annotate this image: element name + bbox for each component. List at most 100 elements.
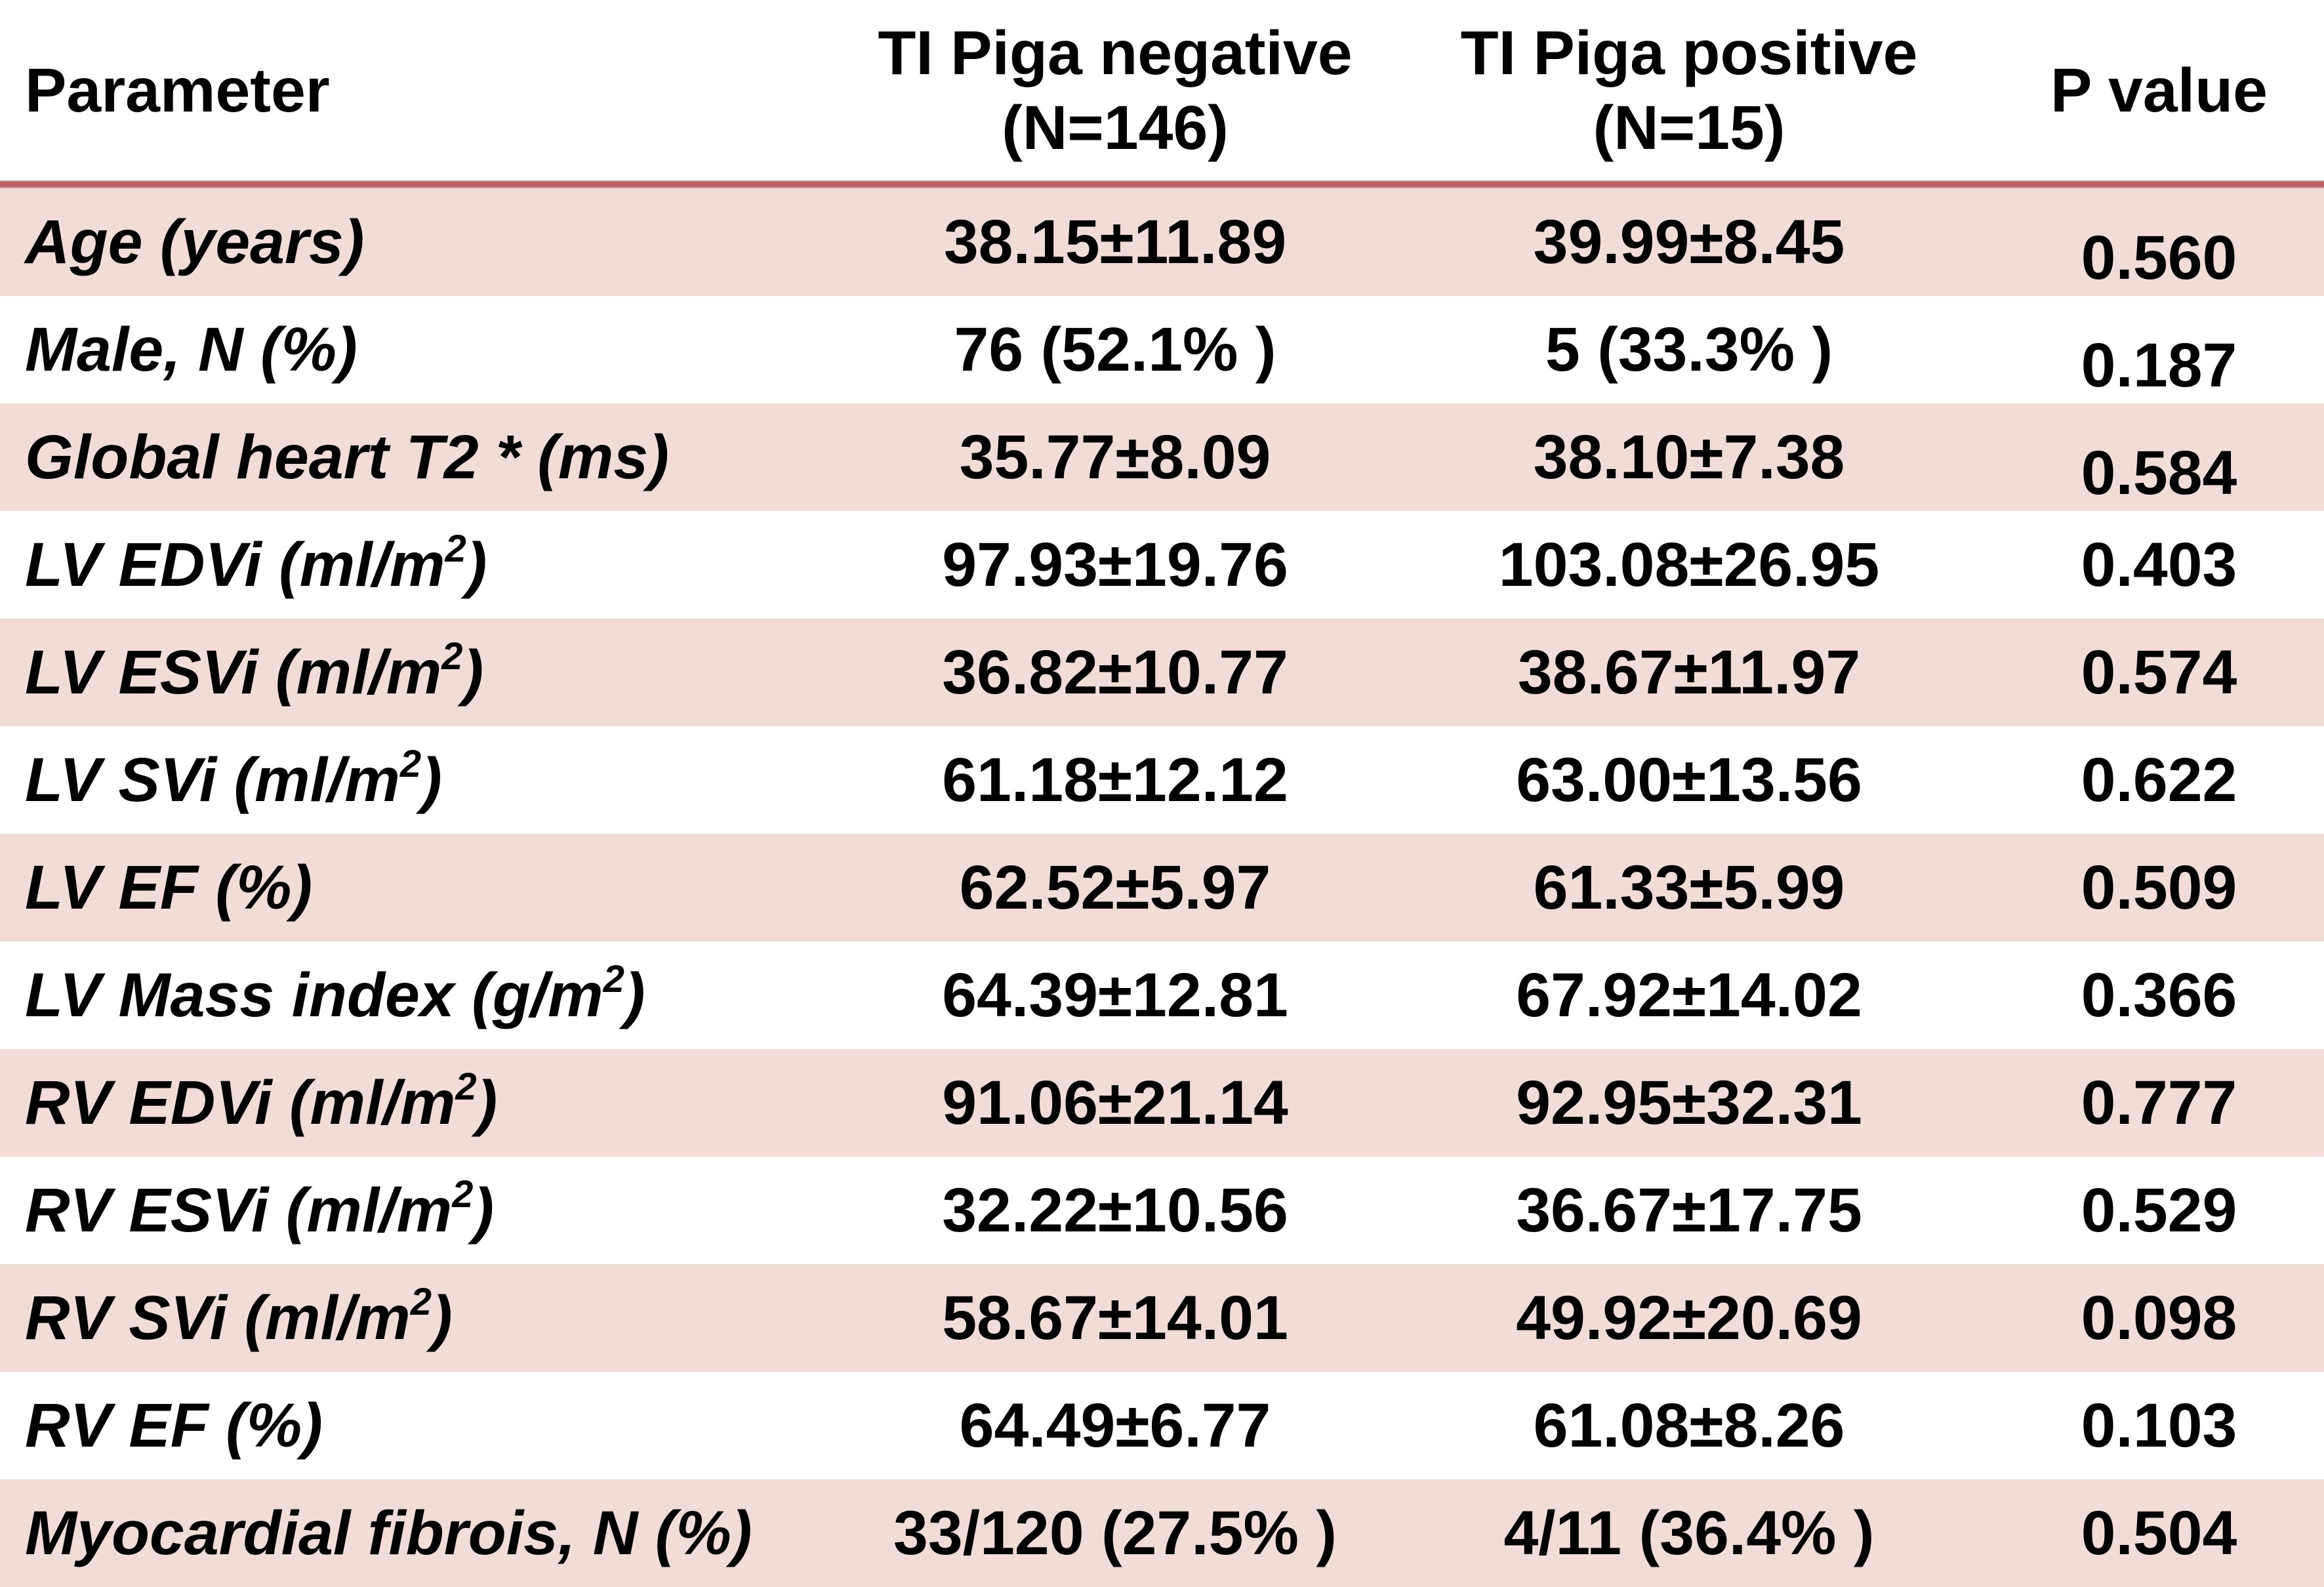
param-text: LV EF (%) [25, 852, 313, 922]
param-text: LV Mass index (g/m [25, 960, 603, 1030]
param-sup: 2 [603, 957, 624, 1000]
p-cell: 0.187 [2081, 331, 2237, 400]
param-post: ) [624, 960, 645, 1030]
param-cell: Age (years) [0, 211, 826, 274]
col-header-negative: TI Piga negative (N=146) [826, 16, 1404, 165]
p-cell: 0.622 [2081, 745, 2237, 815]
col-header-negative-line2: (N=146) [1002, 93, 1229, 163]
pos-cell: 61.08±8.26 [1533, 1390, 1845, 1460]
param-sup: 2 [410, 1280, 432, 1323]
param-cell: RV EF (%) [0, 1394, 826, 1457]
p-cell: 0.403 [2081, 529, 2237, 600]
table-row-lv-ef: LV EF (%) 62.52±5.97 61.33±5.99 0.509 [0, 834, 2324, 941]
param-cell: LV EF (%) [0, 856, 826, 919]
col-header-positive-line1: TI Piga positive [1460, 18, 1918, 88]
param-text: Male, N (%) [25, 314, 357, 384]
table-row-global-heart-t2: Global heart T2 * (ms) 35.77±8.09 38.10±… [0, 403, 2324, 511]
pos-cell: 49.92±20.69 [1516, 1283, 1862, 1353]
neg-cell: 58.67±14.01 [942, 1283, 1288, 1353]
neg-cell: 33/120 (27.5% ) [893, 1498, 1337, 1568]
col-header-parameter: Parameter [25, 55, 330, 125]
param-post: ) [421, 745, 442, 815]
table-row-rv-esvi: RV ESVi (ml/m2) 32.22±10.56 36.67±17.75 … [0, 1157, 2324, 1264]
param-sup: 2 [452, 1172, 474, 1216]
neg-cell: 76 (52.1% ) [954, 314, 1276, 384]
neg-cell: 61.18±12.12 [942, 745, 1288, 815]
param-sup: 2 [445, 527, 466, 570]
neg-cell: 64.49±6.77 [959, 1390, 1271, 1460]
p-cell: 0.777 [2081, 1067, 2237, 1138]
param-text: Age (years) [25, 207, 365, 277]
table-header-row: Parameter TI Piga negative (N=146) TI Pi… [0, 0, 2324, 180]
table-row-rv-svi: RV SVi (ml/m2) 58.67±14.01 49.92±20.69 0… [0, 1264, 2324, 1372]
param-cell: LV EDVi (ml/m2) [0, 529, 826, 596]
param-sup: 2 [441, 634, 463, 678]
pos-cell: 92.95±32.31 [1516, 1067, 1862, 1138]
pos-cell: 39.99±8.45 [1533, 207, 1845, 277]
param-post: ) [432, 1283, 453, 1353]
param-post: ) [473, 1175, 494, 1245]
neg-cell: 32.22±10.56 [942, 1175, 1288, 1245]
pos-cell: 38.67±11.97 [1517, 637, 1861, 707]
neg-cell: 35.77±8.09 [959, 422, 1271, 492]
param-text: LV SVi (ml/m [25, 745, 400, 815]
param-cell: Male, N (%) [0, 318, 826, 381]
table-row-lv-esvi: LV ESVi (ml/m2) 36.82±10.77 38.67±11.97 … [0, 619, 2324, 726]
param-cell: LV ESVi (ml/m2) [0, 637, 826, 704]
param-cell: RV SVi (ml/m2) [0, 1283, 826, 1350]
pos-cell: 5 (33.3% ) [1545, 314, 1833, 384]
param-text: RV EDVi (ml/m [25, 1067, 456, 1138]
table-row-rv-edvi: RV EDVi (ml/m2) 91.06±21.14 92.95±32.31 … [0, 1049, 2324, 1157]
p-cell: 0.504 [2081, 1498, 2237, 1568]
param-cell: RV ESVi (ml/m2) [0, 1175, 826, 1242]
param-sup: 2 [399, 742, 422, 785]
col-header-pvalue: P value [2050, 55, 2268, 125]
col-header-negative-line1: TI Piga negative [878, 18, 1353, 88]
p-cell: 0.098 [2081, 1283, 2237, 1353]
neg-cell: 64.39±12.81 [942, 960, 1288, 1030]
param-text: RV EF (%) [25, 1390, 323, 1460]
neg-cell: 62.52±5.97 [959, 852, 1271, 922]
param-cell: LV Mass index (g/m2) [0, 960, 826, 1027]
param-post: ) [476, 1067, 498, 1138]
p-cell: 0.529 [2081, 1175, 2237, 1245]
neg-cell: 97.93±19.76 [942, 529, 1288, 600]
neg-cell: 36.82±10.77 [942, 637, 1288, 707]
pos-cell: 103.08±26.95 [1498, 529, 1880, 600]
neg-cell: 38.15±11.89 [943, 207, 1287, 277]
param-cell: Myocardial fibrois, N (%) [0, 1502, 826, 1565]
param-text: LV EDVi (ml/m [25, 529, 445, 600]
pos-cell: 38.10±7.38 [1533, 422, 1845, 492]
table-row-rv-ef: RV EF (%) 64.49±6.77 61.08±8.26 0.103 [0, 1372, 2324, 1479]
table-row-lv-mass-index: LV Mass index (g/m2) 64.39±12.81 67.92±1… [0, 941, 2324, 1049]
param-cell: LV SVi (ml/m2) [0, 745, 826, 812]
pos-cell: 4/11 (36.4% ) [1503, 1498, 1875, 1568]
param-text: Global heart T2 * (ms) [25, 422, 669, 492]
table-row-lv-svi: LV SVi (ml/m2) 61.18±12.12 63.00±13.56 0… [0, 726, 2324, 834]
p-cell: 0.584 [2081, 438, 2237, 508]
param-text: Myocardial fibrois, N (%) [25, 1498, 752, 1568]
table-row-lv-edvi: LV EDVi (ml/m2) 97.93±19.76 103.08±26.95… [0, 511, 2324, 619]
table-row-myocardial-fibrosis: Myocardial fibrois, N (%) 33/120 (27.5% … [0, 1479, 2324, 1587]
pos-cell: 36.67±17.75 [1516, 1175, 1862, 1245]
param-post: ) [466, 529, 487, 600]
param-text: RV ESVi (ml/m [25, 1175, 453, 1245]
param-cell: RV EDVi (ml/m2) [0, 1067, 826, 1134]
param-text: RV SVi (ml/m [25, 1283, 411, 1353]
header-rule [0, 180, 2324, 188]
table-row-age: Age (years) 38.15±11.89 39.99±8.45 0.560 [0, 188, 2324, 296]
param-text: LV ESVi (ml/m [25, 637, 442, 707]
col-header-positive-line2: (N=15) [1593, 93, 1785, 163]
table-row-male: Male, N (%) 76 (52.1% ) 5 (33.3% ) 0.187 [0, 296, 2324, 403]
param-post: ) [462, 637, 484, 707]
pos-cell: 67.92±14.02 [1516, 960, 1862, 1030]
pos-cell: 61.33±5.99 [1533, 852, 1845, 922]
param-cell: Global heart T2 * (ms) [0, 426, 826, 489]
p-cell: 0.509 [2081, 852, 2237, 922]
param-sup: 2 [455, 1065, 477, 1108]
p-cell: 0.366 [2081, 960, 2237, 1030]
p-cell: 0.560 [2081, 223, 2237, 293]
neg-cell: 91.06±21.14 [942, 1067, 1288, 1138]
pos-cell: 63.00±13.56 [1516, 745, 1862, 815]
